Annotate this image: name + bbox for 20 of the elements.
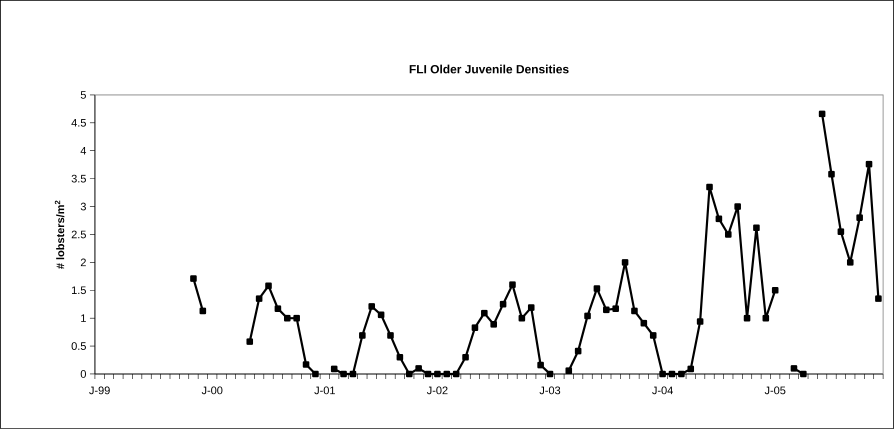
y-tick-label: 3 [80,202,86,210]
x-tick-label: J-04 [652,386,673,394]
y-tick-label: 2 [80,258,86,266]
x-tick-label: J-02 [426,386,448,394]
x-tick-label: J-05 [764,386,786,394]
y-axis-title: # lobsters/m$^{2}$ [54,200,64,269]
y-tick-label: 1 [81,314,86,322]
x-tick-label: J-00 [202,386,222,394]
x-tick-label: J-01 [314,386,335,394]
y-tick-label: 5 [80,91,86,99]
y-tick-label: 0 [80,370,86,378]
x-tick-label: J-99 [89,386,110,394]
y-tick-label: 1.5 [72,286,86,294]
y-tick-label: 4.5 [71,119,86,127]
y-tick-label: 4 [80,147,86,155]
x-tick-label: J-03 [540,386,560,394]
chart-title: FLI Older Juvenile Densities [410,64,569,74]
y-tick-label: 0.5 [72,342,86,350]
y-tick-label: 2.5 [72,230,86,238]
y-tick-label: 3.5 [72,174,86,183]
